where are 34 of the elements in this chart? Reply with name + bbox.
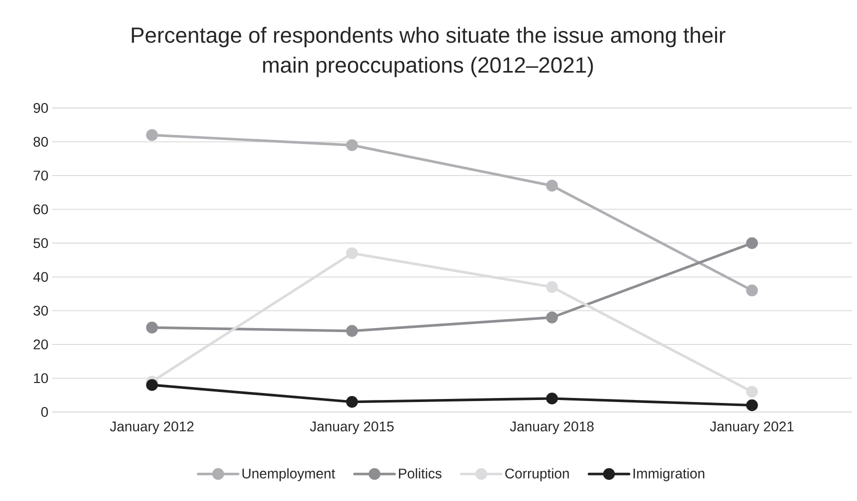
point	[546, 312, 558, 324]
point	[346, 247, 358, 260]
point	[346, 396, 358, 408]
y-tick-label: 60	[34, 204, 48, 214]
y-tick-label: 30	[33, 306, 48, 316]
x-tick-label: January 2021	[710, 422, 794, 434]
point	[746, 386, 758, 398]
y-tick-label: 10	[34, 373, 48, 384]
y-tick-label: 70	[34, 170, 48, 180]
y-tick-label: 90	[34, 103, 48, 113]
legend-label: Politics	[398, 468, 442, 478]
legend-label: Immigration	[634, 468, 704, 482]
y-tick-label: 0	[41, 407, 48, 417]
y-tick-label: 50	[34, 238, 48, 248]
point	[746, 399, 758, 412]
point	[146, 129, 158, 141]
y-tick-label: 20	[34, 339, 48, 350]
y-tick-label: 40	[33, 272, 48, 282]
legend-label: Unemployment	[242, 468, 336, 482]
point	[346, 139, 358, 152]
y-tick-label: 80	[34, 136, 48, 147]
legend-label: Corruption	[505, 468, 569, 482]
point	[546, 180, 558, 192]
point	[746, 284, 758, 296]
x-tick-label: January 2015	[310, 422, 394, 434]
point	[546, 281, 558, 293]
point	[146, 322, 158, 334]
x-tick-label: January 2012	[110, 422, 194, 434]
chart-title: Percentage of respondents who situate the issue among their main preoccupations (2012–2021)	[132, 26, 726, 78]
point	[346, 325, 358, 337]
x-tick-label: January 2018	[510, 422, 594, 434]
point	[746, 237, 758, 250]
point	[546, 392, 558, 404]
point	[146, 379, 158, 391]
